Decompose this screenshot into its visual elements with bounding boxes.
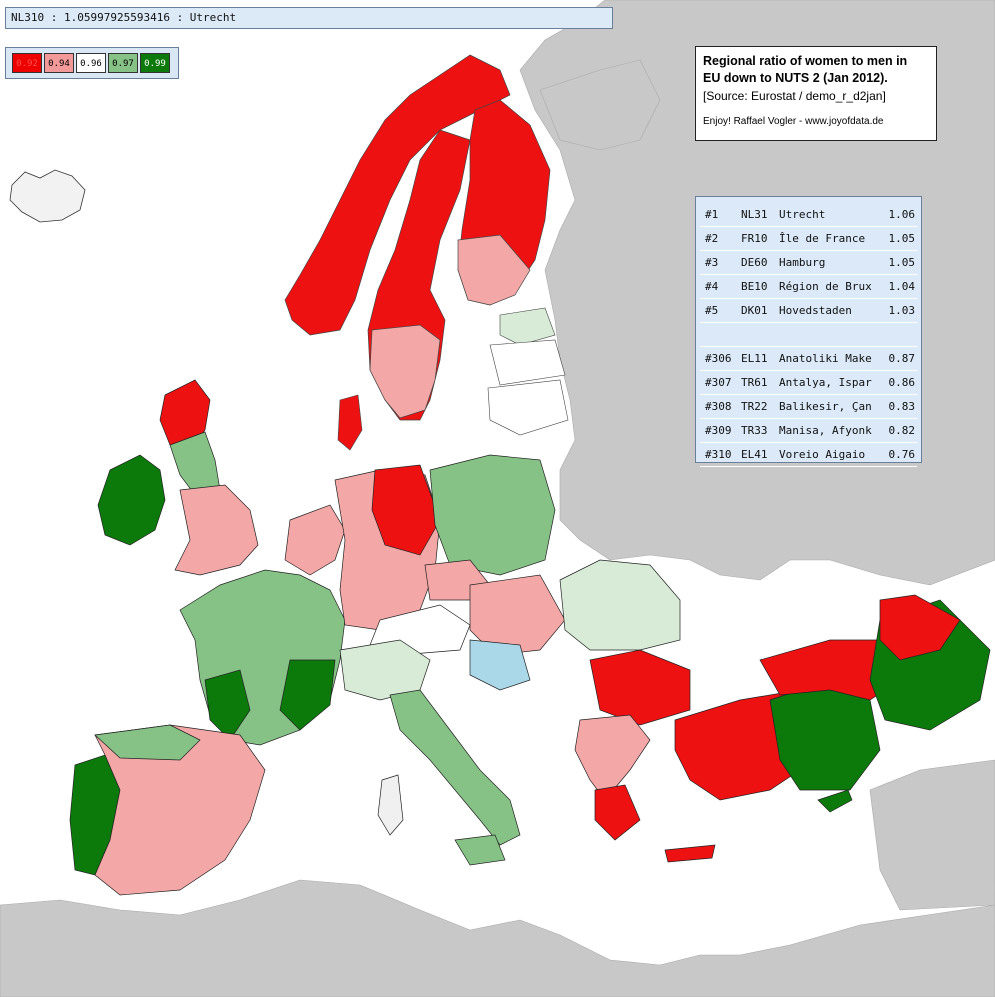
cyprus	[817, 789, 853, 813]
map-title-line-1: Regional ratio of women to men in	[703, 54, 908, 68]
spain	[94, 724, 266, 896]
region-code: TR33	[741, 424, 768, 437]
rank-number: #310	[705, 448, 732, 461]
ratio-value: 0.86	[888, 376, 916, 389]
ranking-row[interactable]: #307 TR61 Antalya, Ispar 0.86	[700, 371, 917, 395]
region-name: Voreio Aigaio	[779, 448, 866, 461]
map-title-line-2: EU down to NUTS 2 (Jan 2012).	[703, 71, 888, 85]
legend-item-0[interactable]: 0.92	[12, 53, 42, 73]
region-name: Île de France	[779, 232, 866, 245]
region-name: Utrecht	[779, 208, 826, 221]
region-code: BE10	[741, 280, 768, 293]
legend-item-1[interactable]: 0.94	[44, 53, 74, 73]
region-code: FR10	[741, 232, 768, 245]
spain-north	[94, 724, 201, 761]
region-name: Hovedstaden	[779, 304, 852, 317]
ratio-value: 1.03	[888, 304, 916, 317]
norway	[284, 54, 511, 336]
legend-item-4[interactable]: 0.99	[140, 53, 170, 73]
great-britain-south	[174, 484, 259, 576]
rank-number: #309	[705, 424, 732, 437]
italy-peninsula	[389, 689, 521, 846]
ranking-row[interactable]: #309 TR33 Manisa, Afyonk 0.82	[700, 419, 917, 443]
rank-number: #2	[705, 232, 719, 245]
ranking-separator	[700, 323, 917, 347]
france-southwest	[204, 669, 251, 741]
region-code: TR22	[741, 400, 768, 413]
ranking-row[interactable]: #5 DK01 Hovedstaden 1.03	[700, 299, 917, 323]
benelux	[284, 504, 346, 576]
ranking-row[interactable]: #3 DE60 Hamburg 1.05	[700, 251, 917, 275]
lithuania	[487, 379, 569, 436]
ratio-value: 1.05	[888, 232, 916, 245]
romania	[559, 559, 681, 651]
region-readout: NL310 : 1.05997925593416 : Utrecht	[5, 7, 613, 29]
legend-item-3[interactable]: 0.97	[108, 53, 138, 73]
region-code: TR61	[741, 376, 768, 389]
region-code: DE60	[741, 256, 768, 269]
sweden-south	[369, 324, 441, 419]
peloponnese	[594, 784, 641, 841]
france-southeast	[279, 659, 336, 731]
ratio-value: 1.05	[888, 256, 916, 269]
ireland	[97, 454, 166, 546]
region-code: NL31	[741, 208, 768, 221]
slovakia-hungary	[469, 574, 566, 656]
region-code: DK01	[741, 304, 768, 317]
croatia	[469, 639, 531, 691]
rank-number: #307	[705, 376, 732, 389]
ranking-row[interactable]: #310 EL41 Voreio Aigaio 0.76	[700, 443, 917, 467]
region-name: Balikesir, Çan	[779, 400, 872, 413]
latvia	[489, 339, 566, 386]
kola-land	[539, 59, 661, 151]
region-code: EL41	[741, 448, 768, 461]
ranking-row[interactable]: #306 EL11 Anatoliki Make 0.87	[700, 347, 917, 371]
levant-land	[869, 759, 995, 911]
rank-number: #308	[705, 400, 732, 413]
ratio-value: 0.87	[888, 352, 916, 365]
region-name: Manisa, Afyonk	[779, 424, 872, 437]
ratio-value: 0.83	[888, 400, 916, 413]
rank-number: #1	[705, 208, 719, 221]
rank-number: #3	[705, 256, 719, 269]
north-africa-land	[0, 879, 995, 997]
ranking-row[interactable]: #2 FR10 Île de France 1.05	[700, 227, 917, 251]
region-code: EL11	[741, 352, 768, 365]
rank-number: #5	[705, 304, 719, 317]
legend-item-2[interactable]: 0.96	[76, 53, 106, 73]
map-credit: Enjoy! Raffael Vogler - www.joyofdata.de	[703, 116, 884, 127]
sardinia	[377, 774, 404, 836]
estonia	[499, 307, 556, 346]
ratio-value: 1.06	[888, 208, 916, 221]
iceland	[9, 169, 86, 223]
region-name: Région de Brux	[779, 280, 872, 293]
region-readout-text: NL310 : 1.05997925593416 : Utrecht	[11, 11, 237, 24]
turkey-northeast	[879, 594, 961, 661]
region-name: Hamburg	[779, 256, 826, 269]
bulgaria	[589, 649, 691, 726]
ratio-value: 1.04	[888, 280, 916, 293]
region-name: Anatoliki Make	[779, 352, 872, 365]
ranking-row[interactable]: #1 NL31 Utrecht 1.06	[700, 203, 917, 227]
ranking-panel: #1 NL31 Utrecht 1.06 #2 FR10 Île de Fran…	[695, 196, 922, 467]
region-name: Antalya, Ispar	[779, 376, 872, 389]
map-source: [Source: Eurostat / demo_r_d2jan]	[703, 89, 886, 103]
color-legend: 0.92 0.94 0.96 0.97 0.99	[5, 47, 179, 79]
finland-south	[457, 234, 531, 306]
greece	[574, 714, 651, 801]
crete	[664, 844, 716, 863]
map-title-box: Regional ratio of women to men in EU dow…	[695, 46, 937, 141]
sicily	[454, 834, 506, 866]
poland	[429, 454, 556, 576]
ratio-value: 0.76	[888, 448, 916, 461]
ratio-value: 0.82	[888, 424, 916, 437]
denmark	[337, 394, 363, 451]
ranking-row[interactable]: #4 BE10 Région de Brux 1.04	[700, 275, 917, 299]
rank-number: #4	[705, 280, 719, 293]
rank-number: #306	[705, 352, 732, 365]
ranking-row[interactable]: #308 TR22 Balikesir, Çan 0.83	[700, 395, 917, 419]
germany-east	[371, 464, 441, 556]
